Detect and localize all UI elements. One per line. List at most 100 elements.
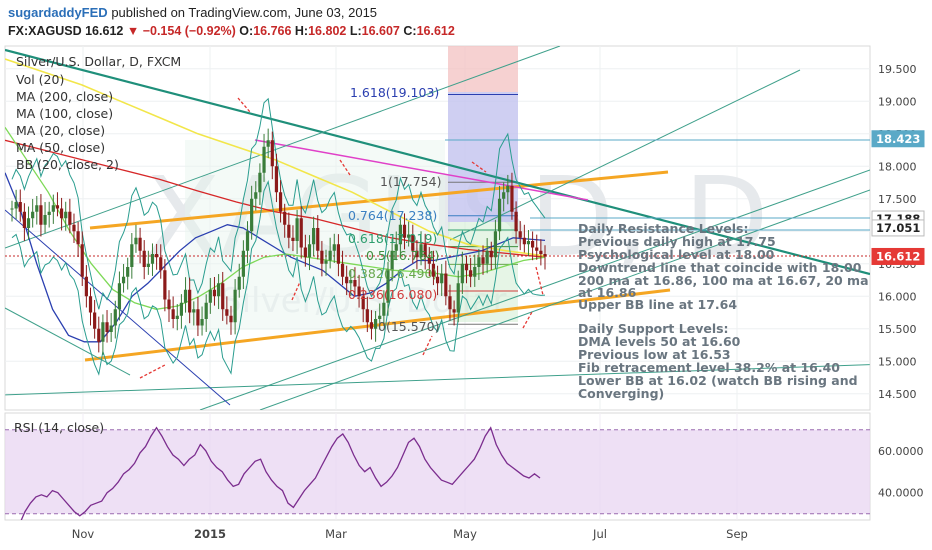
magenta-line[interactable] <box>254 139 589 201</box>
support-line[interactable] <box>5 364 870 396</box>
candle-body[interactable] <box>423 244 427 258</box>
candle-body[interactable] <box>10 208 14 210</box>
candle-body[interactable] <box>378 315 382 319</box>
candle-body[interactable] <box>365 309 369 323</box>
candle-body[interactable] <box>336 244 341 264</box>
resistance-notes[interactable]: Daily Resistance Levels: Previous daily … <box>578 221 869 312</box>
candle-body[interactable] <box>469 270 473 277</box>
candle-body[interactable] <box>278 192 283 212</box>
candle-body[interactable] <box>390 250 394 271</box>
candle-body[interactable] <box>531 241 535 248</box>
channel-line-4[interactable] <box>449 69 801 241</box>
candle-body[interactable] <box>47 211 51 215</box>
candle-body[interactable] <box>221 283 225 310</box>
candle-body[interactable] <box>254 192 258 199</box>
candle-body[interactable] <box>291 237 295 241</box>
candle-body[interactable] <box>225 309 229 316</box>
candle-body[interactable] <box>142 250 146 267</box>
candle-body[interactable] <box>543 254 547 257</box>
candle-body[interactable] <box>192 309 196 313</box>
candle-body[interactable] <box>345 276 349 284</box>
lower-orange-trendline[interactable] <box>84 288 671 362</box>
support-notes[interactable]: Daily Support Levels: DMA levels 50 at 1… <box>578 321 858 401</box>
candle-body[interactable] <box>303 247 307 258</box>
legend-title[interactable]: Silver/U.S. Dollar, D, FXCM <box>16 54 181 69</box>
candle-body[interactable] <box>51 205 55 212</box>
candle-body[interactable] <box>448 296 452 310</box>
candle-body[interactable] <box>93 312 97 329</box>
candle-body[interactable] <box>196 309 200 326</box>
candle-body[interactable] <box>155 254 159 258</box>
ma-line-200[interactable] <box>5 139 546 258</box>
candle-body[interactable] <box>39 205 43 225</box>
candle-body[interactable] <box>109 325 113 333</box>
candle-body[interactable] <box>18 202 22 212</box>
candle-body[interactable] <box>477 257 481 267</box>
candle-body[interactable] <box>373 319 378 329</box>
candle-body[interactable] <box>340 263 345 277</box>
candle-body[interactable] <box>200 319 204 326</box>
candle-body[interactable] <box>320 250 324 264</box>
candle-body[interactable] <box>171 309 175 319</box>
candle-body[interactable] <box>64 211 68 219</box>
candle-body[interactable] <box>258 172 262 193</box>
blue-fan-line[interactable] <box>5 209 231 406</box>
candle-body[interactable] <box>510 185 514 212</box>
candle-body[interactable] <box>535 247 539 251</box>
candle-body[interactable] <box>208 289 212 303</box>
candlesticks[interactable] <box>10 128 547 355</box>
lower-fan-line[interactable] <box>5 307 131 376</box>
symbol-label[interactable]: FX:XAGUSD <box>8 24 82 38</box>
candle-body[interactable] <box>316 228 320 251</box>
legend-ma200[interactable]: MA (200, close) <box>16 89 113 104</box>
candle-body[interactable] <box>216 283 221 297</box>
candle-body[interactable] <box>183 289 188 303</box>
candle-body[interactable] <box>43 215 47 225</box>
candle-body[interactable] <box>382 302 386 316</box>
legend-ma20[interactable]: MA (20, close) <box>16 123 105 138</box>
candle-body[interactable] <box>506 185 510 193</box>
candle-body[interactable] <box>295 218 299 241</box>
candle-body[interactable] <box>229 315 233 323</box>
channel-line-3[interactable] <box>259 189 870 410</box>
candle-body[interactable] <box>407 234 411 238</box>
author-link[interactable]: sugardaddyFED <box>8 5 108 20</box>
legend-bb[interactable]: BB (20, close, 2) <box>16 157 119 172</box>
candle-body[interactable] <box>97 328 101 342</box>
candle-body[interactable] <box>493 231 498 258</box>
candle-body[interactable] <box>411 234 415 251</box>
candle-body[interactable] <box>68 211 72 225</box>
ma-line-100[interactable] <box>5 58 546 257</box>
candle-body[interactable] <box>14 202 18 209</box>
candle-body[interactable] <box>353 280 357 287</box>
candle-body[interactable] <box>150 254 155 264</box>
price-chart[interactable]: XAGUSD, D Silver/U.S. Dollar Silver/U.S.… <box>0 44 932 550</box>
candle-body[interactable] <box>485 250 489 264</box>
candle-body[interactable] <box>357 286 361 297</box>
candle-body[interactable] <box>440 273 444 284</box>
candle-body[interactable] <box>299 218 303 248</box>
candle-body[interactable] <box>481 257 485 264</box>
candle-body[interactable] <box>175 315 179 319</box>
candle-body[interactable] <box>22 211 26 228</box>
price-pane[interactable] <box>4 45 871 411</box>
candle-body[interactable] <box>159 257 163 271</box>
candle-body[interactable] <box>233 289 237 323</box>
candle-body[interactable] <box>489 250 493 258</box>
channel-line-1[interactable] <box>5 46 561 249</box>
candle-body[interactable] <box>130 244 134 267</box>
candle-body[interactable] <box>76 231 80 245</box>
candle-body[interactable] <box>427 257 431 264</box>
candle-body[interactable] <box>241 250 245 277</box>
time-axis[interactable]: Nov 2015 Mar May Jul Sep <box>72 527 748 541</box>
candle-body[interactable] <box>328 250 332 261</box>
candle-body[interactable] <box>361 296 365 310</box>
candle-body[interactable] <box>250 198 254 232</box>
candle-body[interactable] <box>134 237 138 245</box>
candle-body[interactable] <box>31 211 35 219</box>
candle-body[interactable] <box>146 263 150 267</box>
channel-line-2[interactable] <box>199 169 870 410</box>
candle-body[interactable] <box>514 211 518 232</box>
ma-line-20[interactable] <box>5 172 546 343</box>
candle-body[interactable] <box>105 322 109 332</box>
